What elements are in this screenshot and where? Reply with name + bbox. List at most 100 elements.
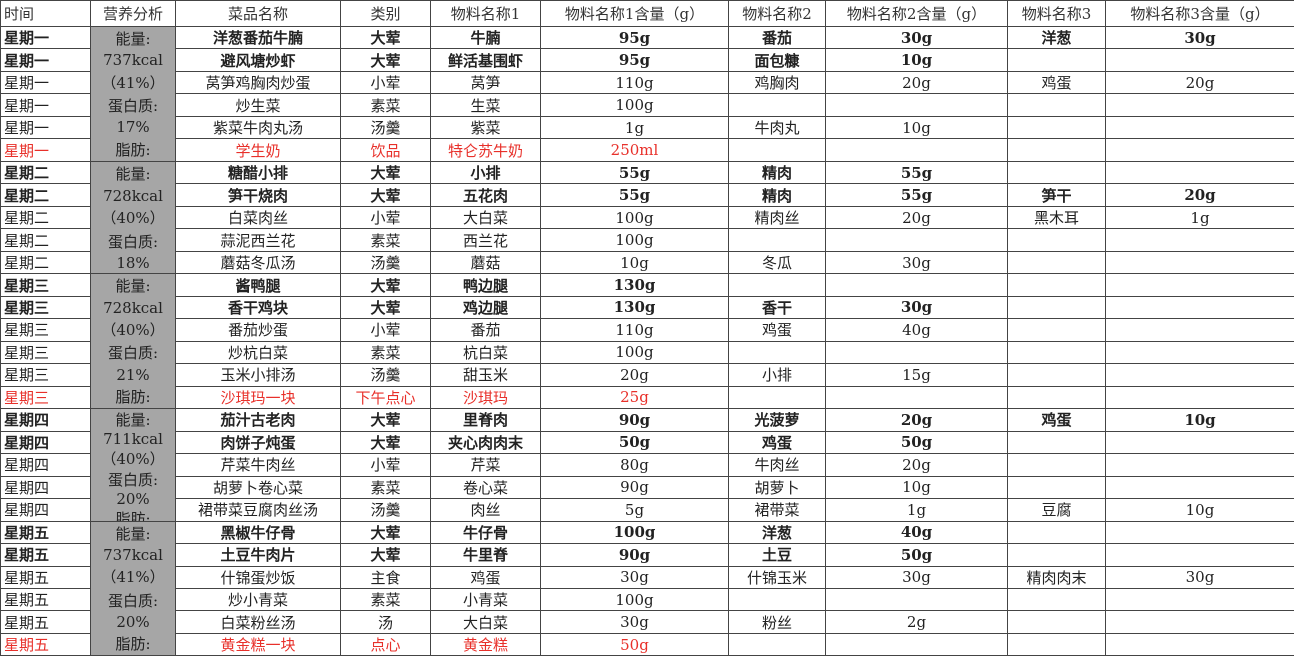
cell: 茄汁古老肉 [175, 408, 341, 432]
cell [1007, 250, 1106, 275]
cell: 25g [540, 385, 729, 410]
cell: 蘑菇冬瓜汤 [175, 250, 341, 275]
cell: 30g [1105, 25, 1294, 50]
cell: 洋葱 [728, 520, 826, 545]
cell: 大荤 [340, 543, 431, 567]
cell: 面包糠 [728, 48, 826, 72]
cell [1007, 93, 1106, 117]
cell [728, 587, 826, 612]
nutrition-line: 蛋白质: [107, 591, 159, 610]
cell: 冬瓜 [728, 250, 826, 275]
header-cell: 类别 [340, 0, 431, 27]
menu-row: 星期三 玉米小排汤 汤羹 甜玉米 20g 小排 15g [0, 363, 1294, 387]
cell: 鸡蛋 [1007, 408, 1106, 432]
cell: 生菜 [430, 93, 541, 117]
cell [1105, 610, 1294, 634]
cell [1007, 115, 1106, 140]
cell: 素菜 [340, 228, 431, 252]
menu-row: 星期二 蘑菇冬瓜汤 汤羹 蘑菇 10g 冬瓜 30g [0, 250, 1294, 275]
nutrition-lines: 能量: 728kcal （40%） 蛋白质: 18% [92, 162, 175, 273]
cell: 芹菜牛肉丝 [175, 453, 341, 477]
cell: 星期二 [0, 183, 91, 207]
cell: 豆腐 [1007, 498, 1106, 522]
cell: 50g [540, 632, 729, 657]
cell: 小荤 [340, 205, 431, 230]
cell: 什锦蛋炒饭 [175, 565, 341, 589]
cell: 精肉 [728, 160, 826, 185]
cell: 50g [825, 543, 1008, 567]
cell: 10g [540, 250, 729, 275]
cell: 黄金糕一块 [175, 632, 341, 657]
cell: 90g [540, 543, 729, 567]
cell: 星期一 [0, 70, 91, 95]
cell: 炒生菜 [175, 93, 341, 117]
header-row: 时间 营养分析 菜品名称 类别 物料名称1 物料名称1含量（g） 物料名称2 物料名称2含量（… [0, 0, 1294, 27]
cell: 什锦玉米 [728, 565, 826, 589]
cell: 五花肉 [430, 183, 541, 207]
table-body: 星期一 能量: 737kcal （41%） 蛋白质: 17% 脂肪: 洋葱番茄牛腩 大荤 牛腩 95… [0, 25, 1294, 657]
menu-row: 星期一 学生奶 饮品 特仑苏牛奶 250ml [0, 138, 1294, 162]
header-cell: 物料名称2 [728, 0, 826, 27]
nutrition-lines: 能量: 728kcal （40%） 蛋白质: 21% 脂肪: [92, 275, 175, 408]
cell: 星期四 [0, 475, 91, 500]
nutrition-line: 728kcal [103, 298, 163, 317]
cell: 炒小青菜 [175, 587, 341, 612]
cell [1007, 475, 1106, 500]
cell: 饮品 [340, 138, 431, 162]
cell: 素菜 [340, 587, 431, 612]
cell: 50g [825, 430, 1008, 455]
cell: 20g [825, 70, 1008, 95]
cell: 1g [825, 498, 1008, 522]
cell: 90g [540, 475, 729, 500]
nutrition-cell: 能量: 728kcal （40%） 蛋白质: 18% [90, 160, 176, 275]
cell: 牛肉丸 [728, 115, 826, 140]
cell: 星期五 [0, 587, 91, 612]
cell: 小荤 [340, 318, 431, 342]
cell: 星期一 [0, 25, 91, 50]
cell: 星期五 [0, 520, 91, 545]
cell [1007, 543, 1106, 567]
cell [728, 385, 826, 410]
cell: 大荤 [340, 430, 431, 455]
cell: 30g [825, 295, 1008, 320]
cell: 80g [540, 453, 729, 477]
nutrition-lines: 能量: 737kcal （41%） 蛋白质: 17% 脂肪: [92, 27, 175, 160]
cell: 20g [1105, 183, 1294, 207]
menu-row: 星期三 番茄炒蛋 小荤 番茄 110g 鸡蛋 40g [0, 318, 1294, 342]
menu-row: 星期五 炒小青菜 素菜 小青菜 100g [0, 587, 1294, 612]
cell: 笋干 [1007, 183, 1106, 207]
cell: 汤羹 [340, 250, 431, 275]
cell [1105, 228, 1294, 252]
cell: 素菜 [340, 340, 431, 365]
cell: 下午点心 [340, 385, 431, 410]
cell: 笋干烧肉 [175, 183, 341, 207]
header-cell: 时间 [0, 0, 91, 27]
cell [1105, 520, 1294, 545]
cell: 90g [540, 408, 729, 432]
cell: 10g [1105, 408, 1294, 432]
cell [1105, 48, 1294, 72]
cell [1007, 587, 1106, 612]
cell: 土豆 [728, 543, 826, 567]
cell: 星期二 [0, 160, 91, 185]
cell: 主食 [340, 565, 431, 589]
cell: 小青菜 [430, 587, 541, 612]
cell: 20g [825, 408, 1008, 432]
cell: 星期三 [0, 340, 91, 365]
cell: 小排 [430, 160, 541, 185]
nutrition-line: 蛋白质: [107, 471, 159, 490]
cell: 蒜泥西兰花 [175, 228, 341, 252]
cell: 星期三 [0, 385, 91, 410]
cell [1007, 430, 1106, 455]
cell [728, 228, 826, 252]
cell: 夹心肉肉末 [430, 430, 541, 455]
cell [1007, 520, 1106, 545]
cell: 星期四 [0, 430, 91, 455]
cell: 1g [1105, 205, 1294, 230]
cell: 星期一 [0, 115, 91, 140]
menu-row: 星期四 能量: 711kcal （40%） 蛋白质: 20% 脂肪: 茄汁古老肉 大荤 里脊肉 90… [0, 408, 1294, 522]
cell: 鸡胸肉 [728, 70, 826, 95]
cell [1105, 632, 1294, 657]
cell: 紫菜牛肉丸汤 [175, 115, 341, 140]
cell: 10g [825, 115, 1008, 140]
